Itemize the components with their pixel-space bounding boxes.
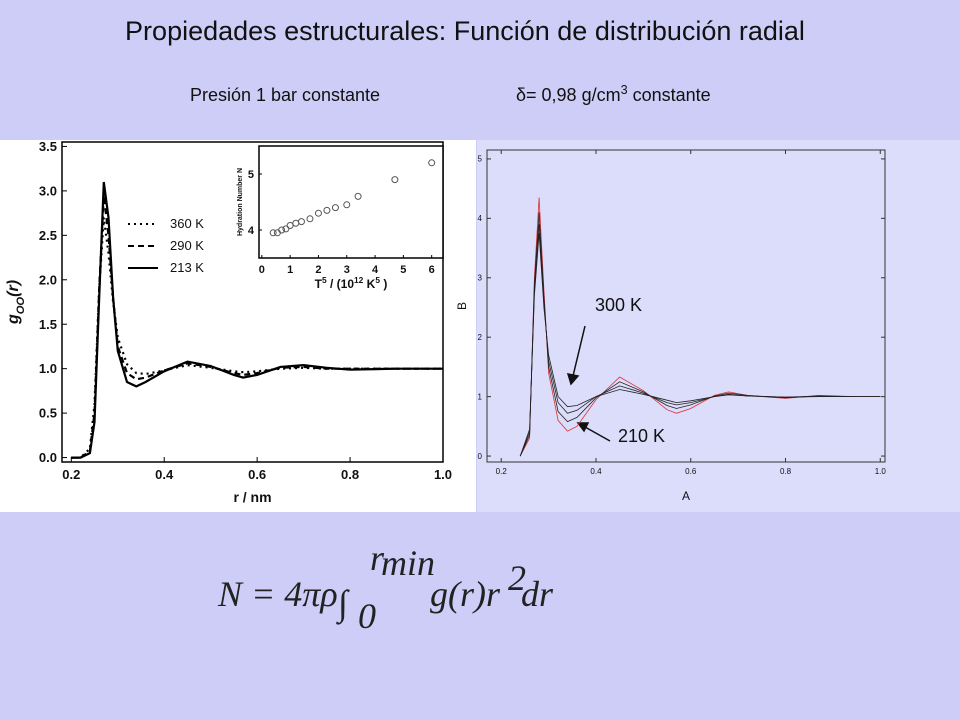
y-tick-label: 2.5 — [39, 228, 57, 243]
annotation: 210 K — [618, 426, 665, 446]
plot-frame — [258, 145, 444, 259]
point — [282, 225, 290, 233]
x-tick-label: 0.4 — [590, 467, 602, 476]
formula-lower: 0 — [358, 596, 376, 636]
text-part: 3 — [621, 83, 628, 97]
text-part: δ= 0,98 g/cm — [516, 85, 621, 105]
point — [428, 159, 436, 167]
annotation: 300 K — [595, 295, 642, 315]
x-tick-label: 0.4 — [155, 467, 174, 482]
x-tick-label: 0.8 — [780, 467, 792, 476]
point — [314, 209, 322, 217]
x-tick-label: 0.2 — [496, 467, 508, 476]
formula-upper: r — [370, 538, 385, 578]
x-tick-label: 3 — [344, 264, 350, 276]
point — [278, 226, 286, 234]
point — [331, 204, 339, 212]
y-tick-label: 1 — [478, 392, 483, 401]
text-part: 5 — [375, 275, 380, 285]
text-part: B — [455, 302, 469, 310]
x-tick-label: 1 — [287, 264, 293, 276]
x-tick-label: 0.6 — [685, 467, 697, 476]
x-axis-label: T5 / (1012 K5 ) — [315, 275, 388, 291]
point — [323, 206, 331, 214]
x-tick-label: 0.2 — [62, 467, 80, 482]
text-part: constante — [628, 85, 711, 105]
formula-integral: ∫ — [336, 583, 350, 625]
subtitle-right: δ= 0,98 g/cm3 constante — [516, 83, 711, 105]
text-part: T — [315, 277, 323, 291]
chart: 0.2 0.4 0.6 0.8 1.0 0.0 0.5 1.0 1.5 2.0 2.5 3.0 3.5 r… — [5, 139, 452, 505]
chart: 0.2 0.4 0.6 0.8 1.0 0 1 2 3 4 5 A B 300 K 210 K — [455, 149, 887, 503]
right-panel — [477, 140, 960, 512]
x-tick-label: 6 — [429, 264, 435, 276]
x-axis-label: A — [682, 489, 690, 503]
point — [297, 218, 305, 226]
x-tick-label: 2 — [315, 264, 321, 276]
text-part: OO — [15, 297, 27, 315]
formula-body: g(r)r — [430, 574, 501, 614]
x-tick-label: 1.0 — [875, 467, 887, 476]
y-axis-label: gOO(r) — [5, 280, 27, 325]
text-part: 12 — [354, 275, 364, 285]
point — [269, 229, 277, 237]
point — [306, 215, 314, 223]
point — [343, 201, 351, 209]
legend-label: 290 K — [170, 238, 204, 253]
legend-label: 360 K — [170, 216, 204, 231]
y-tick-label: 2 — [478, 333, 483, 342]
y-tick-label: 4 — [478, 214, 483, 223]
text-part: (r) — [5, 280, 22, 297]
slide-title: Propiedades estructurales: Función de di… — [125, 16, 805, 46]
y-tick-label: 2.0 — [39, 272, 57, 287]
y-tick-label: 5 — [478, 155, 483, 164]
x-tick-label: 0.8 — [341, 467, 359, 482]
formula: N = 4πρ ∫ 0 r min g(r)r 2 dr — [217, 538, 554, 636]
point — [354, 192, 362, 200]
text-part: 5 — [322, 275, 327, 285]
y-tick-label: 0.0 — [39, 450, 57, 465]
y-tick-label: 3.5 — [39, 139, 57, 154]
point — [391, 176, 399, 184]
y-tick-label: 5 — [248, 169, 254, 181]
text-part: K — [363, 277, 375, 291]
formula-tail: dr — [521, 574, 554, 614]
plot-frame — [61, 141, 444, 463]
plot-background — [259, 146, 443, 258]
x-tick-label: 0.6 — [248, 467, 266, 482]
text-part: / (10 — [327, 277, 355, 291]
text-part: A — [682, 489, 690, 503]
y-axis-label: Hydration Number N — [237, 168, 244, 236]
x-tick-label: 1.0 — [434, 467, 452, 482]
text-part: ) — [380, 277, 387, 291]
series-line — [71, 181, 443, 459]
y-tick-label: 1.0 — [39, 361, 57, 376]
y-tick-label: 3 — [478, 274, 483, 283]
text-part: r / nm — [233, 489, 271, 505]
formula-upper-sub: min — [381, 543, 435, 583]
series-line — [519, 233, 881, 457]
y-tick-label: 0 — [478, 452, 483, 461]
formula-power: 2 — [508, 558, 526, 598]
x-axis-label: r / nm — [233, 489, 271, 505]
x-tick-label: 4 — [372, 264, 379, 276]
plot-frame — [486, 149, 886, 463]
x-tick-label: 5 — [400, 264, 406, 276]
text-part: g — [5, 314, 22, 325]
x-tick-label: 0 — [259, 264, 265, 276]
annotation-arrows — [566, 325, 611, 442]
y-tick-label: 4 — [248, 225, 255, 237]
y-tick-label: 1.5 — [39, 317, 57, 332]
formula-lhs: N = 4πρ — [217, 574, 338, 614]
subtitle-left: Presión 1 bar constante — [190, 85, 380, 105]
text-part: Hydration Number N — [237, 168, 244, 236]
y-tick-label: 0.5 — [39, 406, 57, 421]
y-tick-label: 3.0 — [39, 183, 57, 198]
legend-label: 213 K — [170, 260, 204, 275]
y-axis-label: B — [455, 302, 469, 310]
